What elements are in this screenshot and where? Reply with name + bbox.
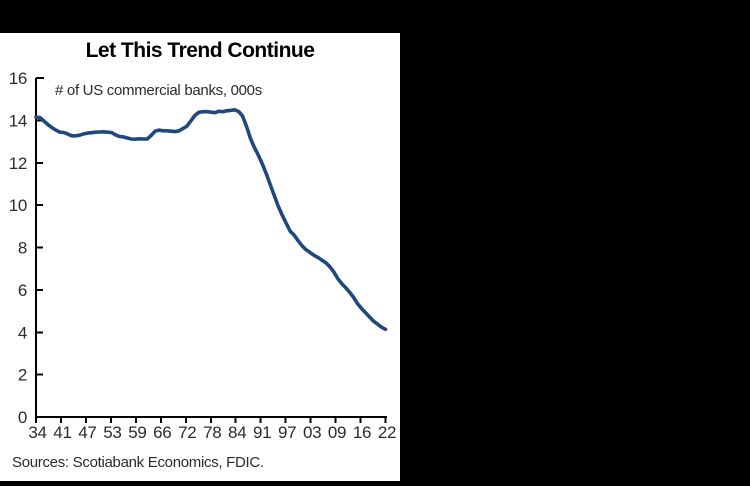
y-tick-label: 2 (18, 366, 27, 385)
x-tick-label: 41 (53, 423, 71, 442)
x-tick-label: 09 (328, 423, 346, 442)
chart-annotation: # of US commercial banks, 000s (55, 82, 262, 99)
y-tick-label: 6 (18, 281, 27, 300)
x-tick-label: 84 (228, 423, 246, 442)
x-tick-label: 03 (303, 423, 321, 442)
x-tick-label: 59 (128, 423, 146, 442)
x-tick-label: 22 (378, 423, 396, 442)
x-tick-label: 34 (28, 423, 46, 442)
line-chart: 0 2 4 6 8 10 12 14 16 34 41 47 53 59 66 72 78 84 91 97 03 09 1… (9, 69, 397, 442)
chart-title: Let This Trend Continue (85, 39, 315, 62)
x-tick-label: 72 (178, 423, 196, 442)
chart-source: Sources: Scotiabank Economics, FDIC. (12, 454, 264, 471)
x-tick-label: 16 (353, 423, 371, 442)
x-tick-label: 47 (78, 423, 96, 442)
y-tick-label: 16 (9, 69, 27, 88)
y-tick-label: 0 (18, 408, 27, 427)
x-tick-label: 66 (153, 423, 171, 442)
x-tick-label: 78 (203, 423, 221, 442)
x-tick-label: 53 (103, 423, 121, 442)
y-tick-label: 10 (9, 196, 27, 215)
x-tick-label: 97 (278, 423, 296, 442)
data-line (34, 108, 388, 332)
y-tick-label: 12 (9, 154, 27, 173)
chart-panel: Let This Trend Continue # of US commerci… (0, 33, 400, 481)
y-tick-label: 14 (9, 111, 27, 130)
y-tick-label: 8 (18, 239, 27, 258)
y-tick-label: 4 (18, 323, 27, 342)
x-tick-label: 91 (253, 423, 271, 442)
